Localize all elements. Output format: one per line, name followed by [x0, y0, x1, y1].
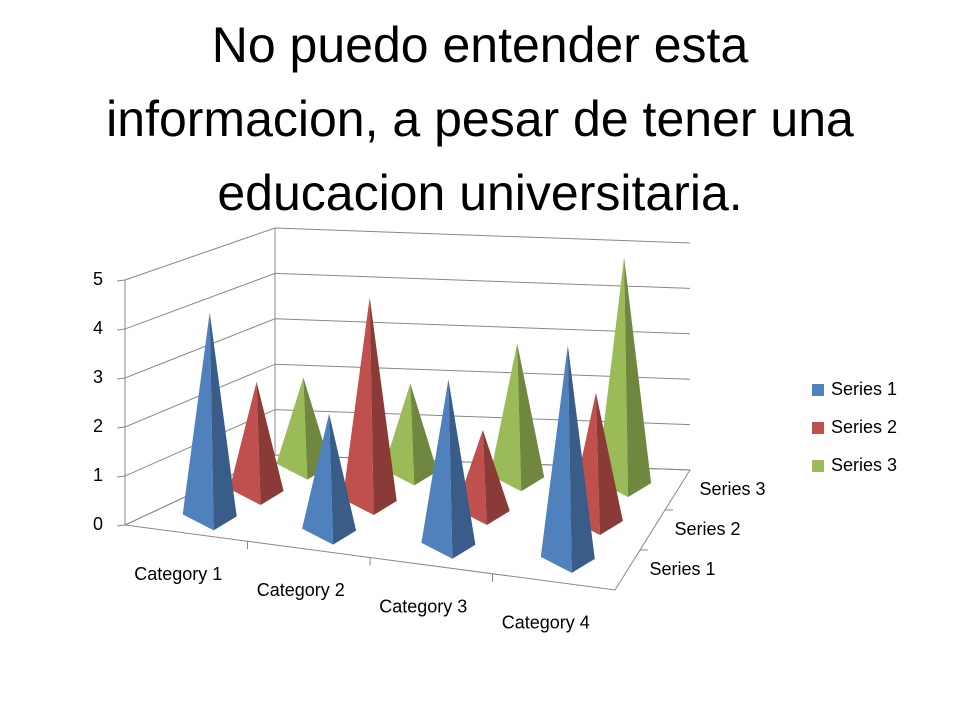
y-tick-label: 1	[93, 465, 103, 485]
y-tick-label: 4	[93, 318, 103, 338]
pyramid-front	[421, 379, 453, 559]
pyramid	[302, 413, 357, 545]
pyramid-side	[448, 379, 476, 559]
grid-line	[124, 227, 691, 281]
pyramid-front	[490, 343, 522, 492]
x-tick-label: Category 2	[257, 580, 345, 600]
y-tick	[116, 426, 126, 429]
y-tick	[116, 475, 126, 478]
legend-swatch	[812, 422, 824, 434]
y-tick	[116, 328, 126, 331]
z-tick-label: Series 3	[700, 479, 766, 499]
z-tick-label: Series 1	[650, 559, 716, 579]
pyramid-side	[567, 345, 595, 573]
y-tick-label: 2	[93, 416, 103, 436]
pyramid-side	[369, 297, 397, 515]
pyramid	[182, 312, 237, 531]
legend-label: Series 3	[831, 455, 897, 475]
pyramid-side	[517, 343, 545, 492]
pyramid-side	[595, 392, 623, 535]
pyramid	[342, 297, 397, 515]
pyramid-front	[229, 381, 261, 505]
pyramid	[490, 343, 545, 492]
pyramid-side	[624, 257, 652, 498]
pyramid-front	[302, 413, 334, 545]
pyramid-side	[410, 383, 438, 486]
y-tick-label: 0	[93, 514, 103, 534]
pyramid-side	[209, 312, 237, 531]
chart-title: No puedo entender esta informacion, a pe…	[106, 17, 854, 221]
legend-swatch	[812, 460, 824, 472]
pyramid-front	[276, 377, 308, 480]
pyramid-front	[182, 312, 214, 531]
x-tick-label: Category 1	[134, 564, 222, 584]
y-tick-label: 5	[93, 269, 103, 289]
legend-label: Series 2	[831, 417, 897, 437]
y-tick	[116, 279, 126, 282]
pyramid-front	[540, 345, 572, 573]
legend-swatch	[812, 384, 824, 396]
pyramid	[540, 345, 595, 573]
pyramid-side	[482, 430, 510, 525]
pyramid	[421, 379, 476, 559]
y-tick	[116, 377, 126, 380]
z-tick-label: Series 2	[675, 519, 741, 539]
pyramid-side	[256, 381, 284, 505]
pyramid-side	[329, 413, 357, 545]
legend-label: Series 1	[831, 379, 897, 399]
x-tick-label: Category 4	[502, 613, 590, 633]
pyramid-front	[342, 297, 374, 515]
y-tick	[116, 524, 126, 527]
pyramid	[229, 381, 284, 505]
x-tick-label: Category 3	[379, 596, 467, 616]
y-tick-label: 3	[93, 367, 103, 387]
